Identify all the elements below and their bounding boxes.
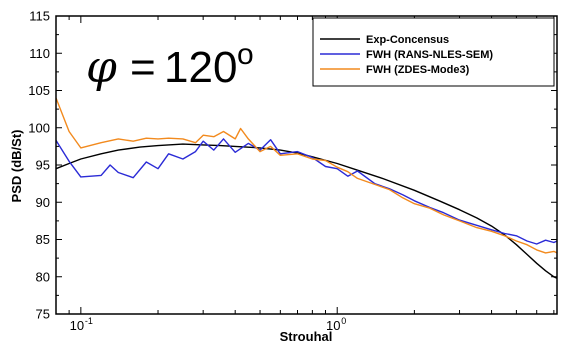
- series-line-fwh-rans-nles-sem: [55, 138, 558, 245]
- y-tick-label: 90: [36, 195, 50, 210]
- x-tick-label: 10: [70, 318, 84, 333]
- legend-box: [312, 17, 555, 87]
- y-tick-label: 115: [29, 9, 50, 24]
- series-line-exp-concensus: [55, 143, 558, 279]
- legend-label-exp-concensus: Exp-Concensus: [366, 34, 449, 46]
- annotation-superscript: o: [237, 38, 254, 71]
- series-line-fwh-zdes-mode3: [55, 97, 558, 254]
- annotation-equals: =: [130, 43, 156, 92]
- y-tick-label: 80: [36, 269, 50, 284]
- y-tick-label: 95: [36, 158, 50, 173]
- y-tick-label: 105: [28, 83, 50, 98]
- y-tick-label: 110: [29, 46, 50, 61]
- angle-annotation: φ = 120 o: [86, 38, 254, 93]
- x-axis-title: Strouhal: [280, 329, 333, 344]
- x-tick-label-exponent: -1: [85, 316, 93, 326]
- series-layer: [55, 97, 558, 279]
- annotation-value: 120: [164, 43, 237, 92]
- x-tick-label: 10: [326, 318, 340, 333]
- y-tick-label: 100: [28, 120, 50, 135]
- annotation-symbol: φ: [86, 42, 117, 93]
- y-tick-label: 75: [36, 307, 50, 322]
- legend: Exp-Concensus FWH (RANS-NLES-SEM) FWH (Z…: [312, 17, 555, 87]
- y-axis-title: PSD (dB/St): [9, 130, 24, 203]
- x-tick-label-exponent: 0: [341, 316, 346, 326]
- legend-label-fwh-rans: FWH (RANS-NLES-SEM): [366, 49, 493, 61]
- legend-label-fwh-zdes: FWH (ZDES-Mode3): [366, 64, 470, 76]
- y-tick-label: 85: [36, 232, 50, 247]
